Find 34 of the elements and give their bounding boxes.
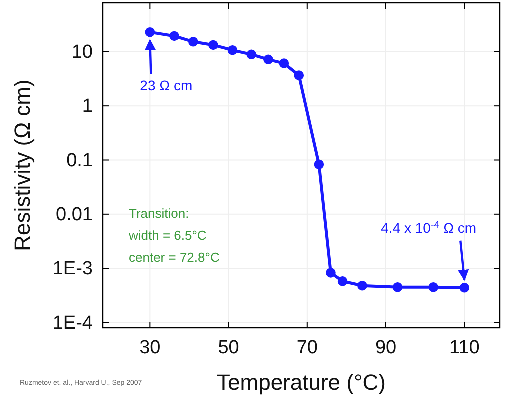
y-tick-label: 0.1 xyxy=(66,150,93,172)
x-tick-label: 70 xyxy=(296,337,318,358)
x-tick-label: 110 xyxy=(449,337,480,358)
annotation: center = 72.8°C xyxy=(129,250,220,265)
point xyxy=(392,282,403,292)
point xyxy=(294,70,304,80)
point xyxy=(170,31,180,42)
y-tick-label: 1 xyxy=(82,96,93,118)
point xyxy=(264,54,274,65)
point xyxy=(279,58,290,68)
point xyxy=(228,45,238,56)
y-tick-label: 1E-4 xyxy=(52,312,94,334)
point xyxy=(188,37,198,47)
annotation: 23 Ω cm xyxy=(140,77,193,94)
point xyxy=(338,276,348,286)
x-tick-label: 50 xyxy=(218,337,240,358)
point xyxy=(208,40,218,50)
x-tick-label: 30 xyxy=(140,337,161,358)
y-tick-label: 1E-3 xyxy=(52,258,93,280)
point xyxy=(246,50,256,60)
annotation: width = 6.5°C xyxy=(128,228,207,243)
y-tick-label: 10 xyxy=(72,42,93,63)
y-tick-label: 0.01 xyxy=(56,204,93,226)
annotation: Transition: xyxy=(129,206,190,221)
x-axis-title: Temperature (°C) xyxy=(217,370,386,395)
point xyxy=(428,282,438,292)
annotation: 4.4 x 10$^{-4}$ Ω cm xyxy=(381,219,477,236)
point xyxy=(145,27,156,38)
point xyxy=(326,268,336,278)
point xyxy=(460,283,470,293)
point xyxy=(314,160,324,170)
x-tick-label: 90 xyxy=(375,337,397,358)
y-axis-title: Resistivity (Ω cm) xyxy=(10,80,35,252)
point xyxy=(358,280,368,291)
